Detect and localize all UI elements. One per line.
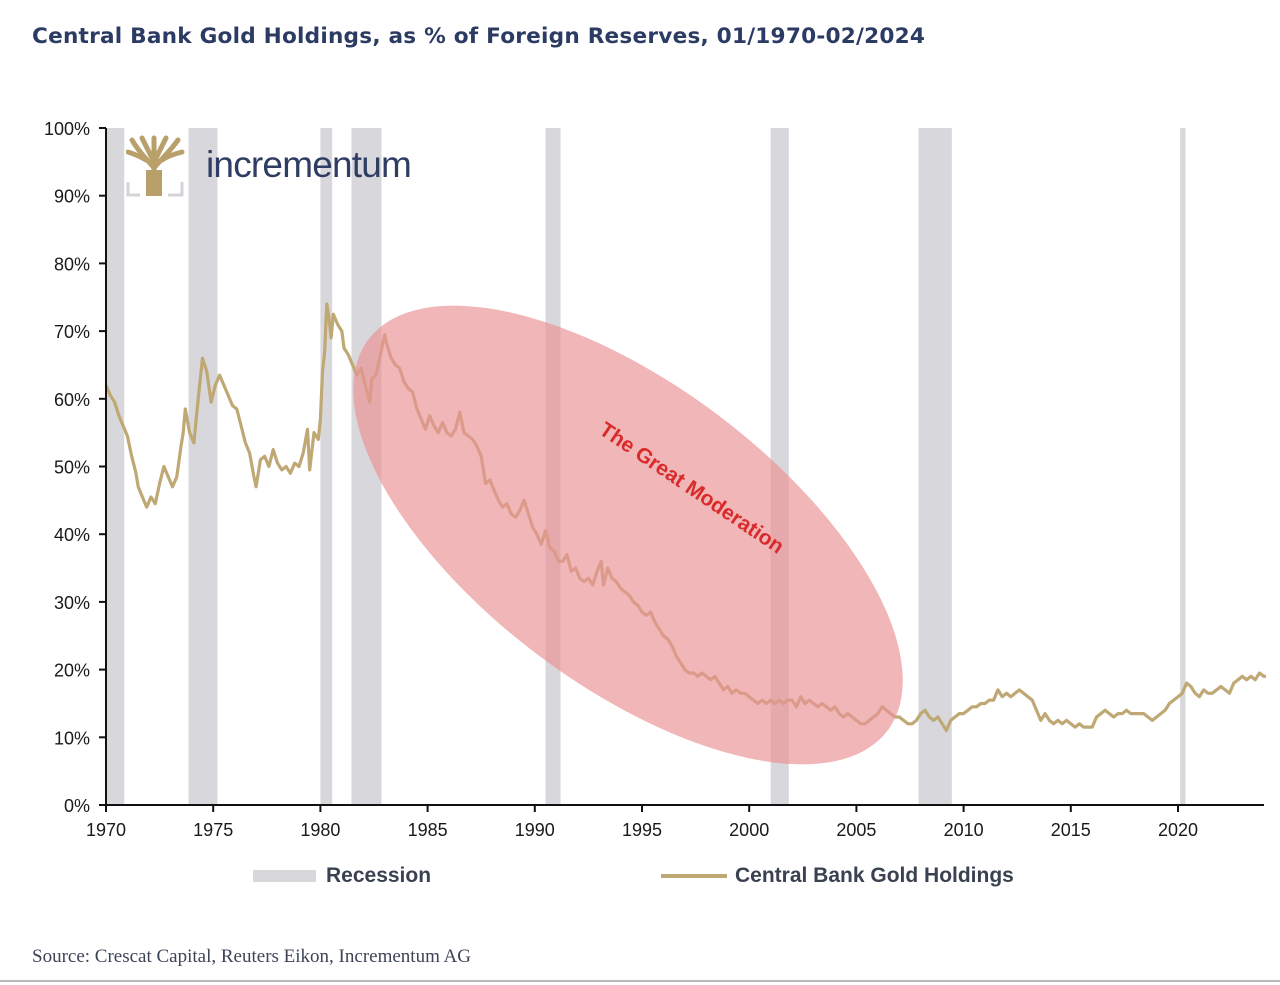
y-tick-label-40: 40%	[54, 525, 90, 545]
y-tick-label-50: 50%	[54, 458, 90, 478]
y-axis-ticks: 0% 10% 20% 30% 40% 50% 60% 70% 80% 90% 100%	[44, 119, 106, 816]
recession-band-6	[918, 128, 952, 805]
x-tick-label-2020: 2020	[1158, 820, 1198, 840]
y-tick-label-70: 70%	[54, 322, 90, 342]
recession-band-1	[188, 128, 218, 805]
x-tick-label-1995: 1995	[622, 820, 662, 840]
y-tick-label-0: 0%	[64, 796, 90, 816]
chart-title: Central Bank Gold Holdings, as % of Fore…	[32, 24, 926, 48]
logo-text: incrementum	[206, 144, 412, 185]
y-tick-label-80: 80%	[54, 254, 90, 274]
bottom-divider	[0, 980, 1280, 982]
tree-icon	[126, 135, 185, 197]
series-lines	[104, 302, 1266, 765]
legend-label-recession: Recession	[326, 864, 432, 887]
x-tick-label-2005: 2005	[836, 820, 876, 840]
recession-band-0	[106, 128, 125, 805]
recession-swatch	[253, 870, 316, 882]
x-tick-label-1975: 1975	[193, 820, 233, 840]
y-tick-label-60: 60%	[54, 390, 90, 410]
x-tick-label-2010: 2010	[944, 820, 984, 840]
legend-item-recession: Recession	[253, 864, 431, 888]
recession-band-2	[320, 128, 333, 805]
y-tick-label-20: 20%	[54, 661, 90, 681]
x-tick-label-2000: 2000	[729, 820, 769, 840]
line-swatch	[661, 874, 727, 878]
legend-item-gold-holdings: Central Bank Gold Holdings	[661, 864, 1014, 888]
x-tick-label-1990: 1990	[515, 820, 555, 840]
great-moderation-ellipse	[353, 305, 903, 765]
x-tick-label-1980: 1980	[300, 820, 340, 840]
y-tick-label-100: 100%	[44, 119, 90, 139]
recession-band-7	[1180, 128, 1186, 805]
y-tick-label-10: 10%	[54, 728, 90, 748]
x-tick-label-2015: 2015	[1051, 820, 1091, 840]
source-note: Source: Crescat Capital, Reuters Eikon, …	[32, 946, 471, 967]
x-tick-label-1985: 1985	[408, 820, 448, 840]
legend-label-gold-holdings: Central Bank Gold Holdings	[735, 864, 1014, 887]
x-tick-label-1970: 1970	[86, 820, 126, 840]
x-axis-ticks: 1970 1975 1980 1985 1990 1995 2000 2005 2010 2015…	[86, 805, 1198, 840]
y-tick-label-30: 30%	[54, 593, 90, 613]
y-tick-label-90: 90%	[54, 187, 90, 207]
incrementum-logo: incrementum	[126, 134, 426, 200]
